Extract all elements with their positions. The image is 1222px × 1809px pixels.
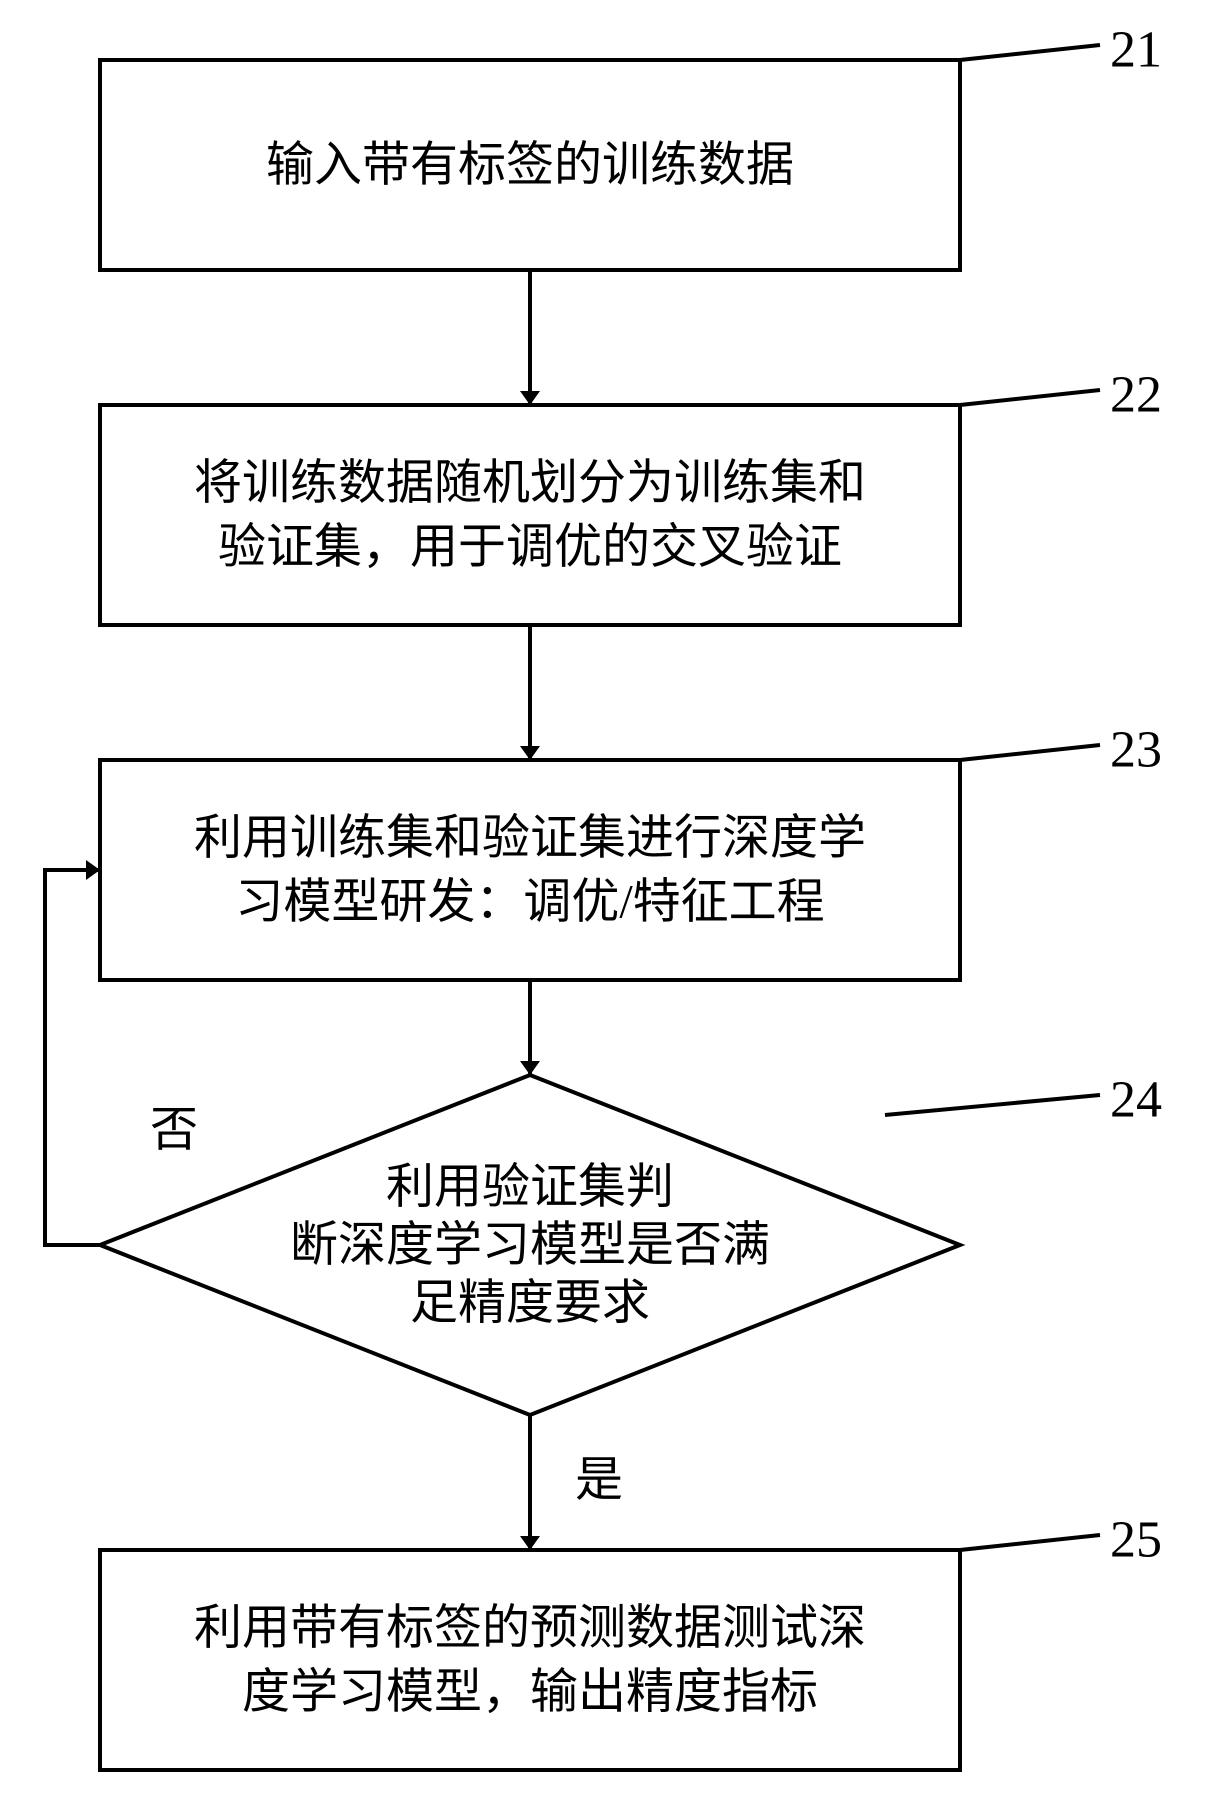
edge-label-n24-n23: 否 [150,1104,198,1157]
node-n22: 将训练数据随机划分为训练集和验证集，用于调优的交叉验证 22 [100,367,1162,626]
node-n21-line-0: 输入带有标签的训练数据 [266,139,794,192]
node-n23: 利用训练集和验证集进行深度学习模型研发：调优/特征工程 23 [100,722,1162,981]
edge-n21-n22 [520,270,540,405]
node-n23-line-1: 习模型研发：调优/特征工程 [235,876,824,929]
node-n22-line-1: 验证集，用于调优的交叉验证 [218,521,842,574]
node-n24-line-2: 足精度要求 [410,1277,650,1330]
step-number-n22: 22 [1110,367,1162,424]
node-n25-line-0: 利用带有标签的预测数据测试深 [194,1602,866,1655]
step-number-n24: 24 [1110,1072,1162,1129]
edge-n24-n25: 是 [520,1415,623,1550]
step-number-n21: 21 [1110,22,1162,79]
node-n22-line-0: 将训练数据随机划分为训练集和 [194,457,866,510]
node-n25: 利用带有标签的预测数据测试深度学习模型，输出精度指标 25 [100,1512,1162,1771]
node-n24-line-1: 断深度学习模型是否满 [290,1219,770,1272]
node-n23-line-0: 利用训练集和验证集进行深度学 [194,812,866,865]
node-n24: 利用验证集判断深度学习模型是否满足精度要求 24 [100,1072,1162,1416]
edge-n22-n23 [520,625,540,760]
step-number-n25: 25 [1110,1512,1162,1569]
edge-label-n24-n25: 是 [575,1454,623,1507]
step-number-n23: 23 [1110,722,1162,779]
node-n24-line-0: 利用验证集判 [386,1161,674,1214]
node-n25-line-1: 度学习模型，输出精度指标 [242,1666,818,1719]
edge-n24-n23: 否 [45,860,198,1245]
edge-n23-n24 [520,980,540,1075]
node-n21: 输入带有标签的训练数据 21 [100,22,1162,271]
